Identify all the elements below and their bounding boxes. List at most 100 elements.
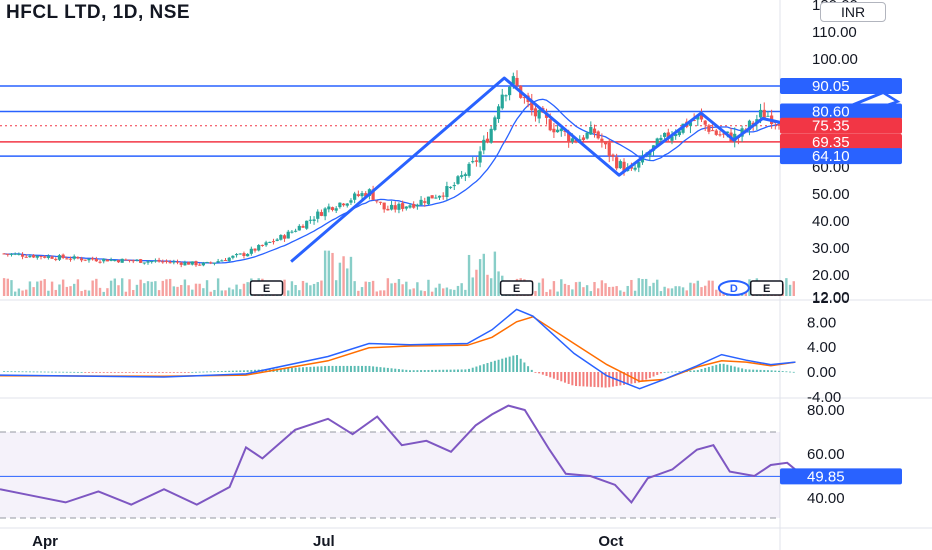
candle-body [275, 239, 279, 241]
volume-bar [681, 287, 685, 296]
volume-bar [65, 286, 69, 296]
volume-bar [43, 279, 46, 296]
candle-body [238, 253, 242, 255]
macd-histogram-bar [645, 372, 648, 380]
macd-histogram-bar [744, 369, 747, 372]
volume-bar [560, 279, 563, 296]
macd-histogram-bar [486, 363, 489, 372]
rsi-band [0, 432, 780, 518]
candle-body [9, 253, 14, 255]
candle-body [747, 120, 752, 130]
candle-body [179, 262, 183, 265]
candle-body [305, 220, 309, 229]
volume-bar [453, 289, 456, 296]
dividend-marker [717, 280, 750, 296]
volume-bar [659, 291, 663, 296]
candle-body [674, 134, 678, 137]
candle-body [124, 259, 128, 261]
macd-histogram-bar [349, 365, 352, 372]
candle-body [725, 131, 729, 134]
volume-bar [283, 279, 286, 296]
macd-histogram-bar [76, 371, 79, 373]
price-tag [780, 117, 902, 134]
candle-body [253, 248, 257, 251]
volume-bar [692, 283, 696, 296]
candle-body [135, 259, 139, 261]
candle-body [57, 255, 62, 260]
volume-bar [460, 283, 463, 296]
volume-bar [375, 291, 378, 296]
macd-histogram-bar [176, 372, 179, 373]
macd-histogram-bar [405, 369, 408, 372]
volume-bar [209, 291, 212, 296]
volume-bar [493, 251, 497, 296]
volume-bar [430, 291, 434, 296]
price-tag-label: 90.05 [812, 78, 850, 95]
macd-line [0, 308, 796, 390]
candle-body [615, 157, 619, 169]
macd-histogram-bar [10, 371, 13, 373]
candle-body [282, 235, 287, 239]
price-tag-label: 64.10 [812, 148, 850, 165]
candle-body [714, 130, 718, 135]
volume-bar [32, 287, 35, 296]
macd-histogram-bar [696, 370, 699, 372]
volume-bar [113, 278, 116, 296]
candle-body [341, 203, 346, 206]
price-tag [780, 133, 902, 150]
candle-body [249, 248, 253, 254]
candle-body [393, 205, 397, 210]
candle-body [76, 257, 80, 259]
volume-bar [471, 277, 474, 296]
candle-body [161, 261, 165, 263]
macd-histogram-bar [117, 372, 120, 373]
candle-body [489, 128, 493, 143]
macd-histogram-bar [51, 371, 54, 373]
volume-bar [109, 280, 113, 296]
candle-body [611, 154, 615, 157]
candle-body [375, 200, 379, 202]
candle-body [511, 76, 515, 85]
volume-bar [545, 291, 548, 296]
volume-bar [146, 281, 150, 296]
macd-histogram-bar [456, 369, 459, 372]
macd-histogram-bar [305, 367, 308, 372]
candle-body [751, 122, 755, 125]
macd-histogram-bar [693, 370, 696, 372]
macd-histogram-bar [759, 369, 762, 372]
macd-histogram-bar [386, 367, 389, 372]
candle-body [585, 132, 589, 139]
volume-bar [641, 278, 644, 296]
volume-bar [600, 280, 604, 296]
candle-body [412, 204, 416, 208]
volume-bar [327, 250, 331, 296]
volume-bar [434, 287, 438, 296]
macd-histogram-bar [32, 371, 35, 373]
candle-body [209, 262, 213, 264]
macd-histogram-bar [482, 364, 485, 372]
volume-bar [707, 280, 711, 296]
macd-histogram-bar [689, 370, 692, 372]
macd-histogram-bar [224, 370, 227, 372]
macd-histogram-bar [552, 372, 555, 379]
candle-body [116, 260, 121, 263]
currency-button[interactable]: INR [820, 2, 886, 22]
candle-body [559, 128, 563, 132]
candle-body [378, 201, 383, 203]
time-axis-tick: Jul [313, 533, 335, 550]
volume-bar [652, 282, 655, 296]
candle-body [622, 161, 626, 172]
candle-body [139, 259, 143, 263]
candle-body [198, 264, 202, 266]
volume-bar [416, 282, 419, 296]
volume-bar [608, 286, 611, 296]
macd-histogram-bar [220, 371, 223, 372]
macd-histogram-bar [560, 372, 563, 382]
volume-bar [73, 283, 76, 296]
volume-bar [788, 284, 792, 296]
macd-histogram-bar [648, 372, 651, 379]
volume-bar [338, 262, 342, 296]
macd-histogram-bar [250, 369, 253, 372]
candle-body [223, 260, 228, 262]
